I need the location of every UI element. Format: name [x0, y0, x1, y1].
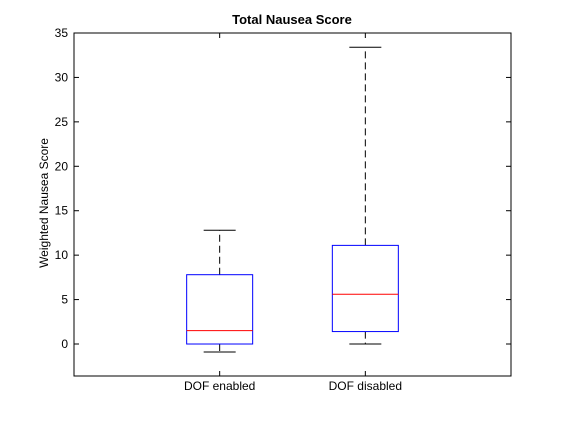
y-tick-label: 30 [55, 70, 69, 84]
box-1 [331, 46, 399, 345]
y-tick-label: 20 [55, 159, 69, 173]
iqr-box [186, 274, 254, 345]
y-axis-ticks: 0 5 10 15 20 25 30 35 [55, 26, 511, 351]
chart-title: Total Nausea Score [232, 12, 352, 27]
y-tick-label: 35 [55, 26, 69, 40]
y-tick-label: 10 [55, 248, 69, 262]
box-series [186, 46, 399, 353]
x-tick-label: DOF disabled [329, 379, 402, 393]
y-tick-label: 0 [61, 337, 68, 351]
iqr-box [331, 244, 399, 333]
box-0 [186, 229, 254, 353]
y-axis-label: Weighted Nausea Score [37, 138, 51, 268]
y-tick-label: 5 [61, 293, 68, 307]
plot-area-frame [73, 32, 512, 377]
y-tick-label: 25 [55, 115, 69, 129]
x-tick-label: DOF enabled [184, 379, 255, 393]
y-tick-label: 15 [55, 204, 69, 218]
x-axis-ticks: DOF enabled DOF disabled [184, 33, 402, 393]
